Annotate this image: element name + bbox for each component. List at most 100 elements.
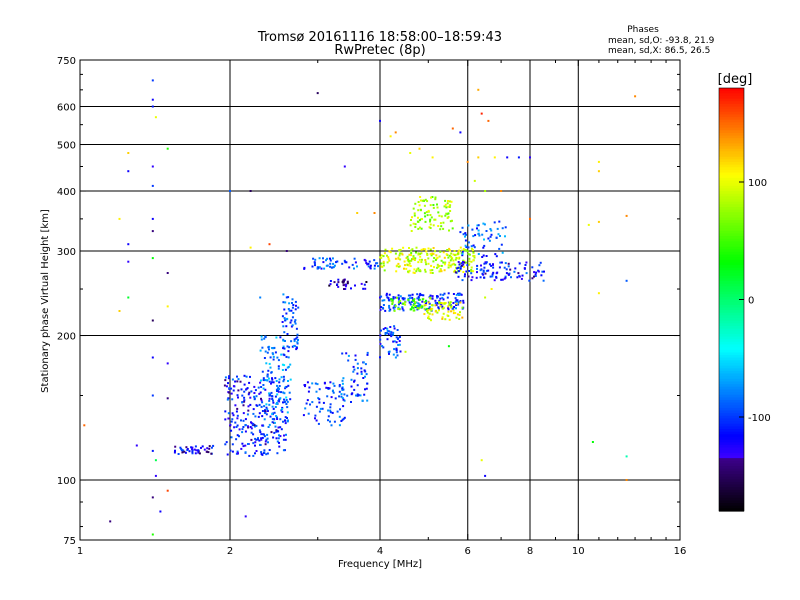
data-point: [499, 261, 502, 264]
y-axis-label: Stationary phase Virtual Height [km]: [40, 209, 51, 393]
data-point: [350, 393, 353, 396]
data-point: [260, 399, 263, 402]
data-point: [263, 449, 266, 452]
data-point: [513, 270, 516, 273]
data-point: [369, 264, 372, 267]
data-point: [236, 380, 239, 383]
data-point: [459, 267, 462, 270]
data-point: [341, 280, 344, 283]
data-point: [200, 446, 202, 449]
data-point: [236, 414, 239, 417]
data-point: [425, 299, 427, 302]
data-point: [521, 274, 524, 277]
data-point: [438, 214, 441, 217]
data-point: [247, 409, 250, 412]
data-point: [442, 261, 445, 264]
data-point: [261, 436, 264, 439]
data-point: [464, 239, 467, 242]
data-point: [338, 395, 341, 398]
data-point: [236, 407, 239, 410]
data-point: [341, 352, 344, 355]
data-point: [430, 304, 433, 307]
data-point: [285, 385, 288, 388]
data-point: [83, 424, 86, 427]
data-point: [380, 306, 383, 309]
data-point: [459, 246, 462, 249]
data-point: [450, 310, 453, 313]
data-point: [264, 412, 267, 414]
data-point: [285, 399, 288, 401]
data-point: [256, 438, 259, 441]
data-point: [447, 266, 450, 269]
data-point: [433, 266, 435, 269]
data-point: [533, 275, 535, 278]
data-point: [333, 281, 336, 284]
data-point: [260, 335, 263, 338]
data-point: [330, 396, 333, 399]
data-point: [412, 222, 415, 225]
data-point: [366, 351, 369, 354]
data-point: [279, 426, 282, 429]
data-point: [451, 263, 454, 266]
data-point: [284, 416, 287, 419]
data-point: [283, 392, 286, 395]
data-point: [267, 346, 270, 349]
data-point: [268, 243, 271, 246]
data-point: [441, 305, 444, 308]
data-point: [459, 231, 462, 234]
data-point: [477, 229, 480, 232]
data-point: [266, 379, 269, 382]
data-point: [449, 259, 452, 262]
data-point: [293, 320, 296, 323]
data-point: [448, 318, 451, 321]
data-point: [433, 257, 436, 259]
data-point: [443, 205, 446, 208]
data-point: [253, 392, 256, 394]
data-point: [444, 199, 447, 202]
data-point: [373, 259, 376, 262]
data-point: [260, 379, 262, 382]
data-point: [229, 190, 231, 192]
data-point: [432, 247, 435, 249]
data-point: [391, 299, 394, 302]
data-point: [431, 252, 434, 255]
data-point: [343, 399, 346, 402]
data-point: [283, 308, 286, 311]
data-point: [496, 227, 499, 230]
data-point: [397, 344, 400, 346]
data-point: [384, 248, 387, 251]
data-point: [295, 347, 298, 349]
data-point: [251, 424, 254, 427]
data-point: [266, 433, 269, 436]
data-point: [229, 449, 232, 452]
data-point: [267, 441, 269, 444]
data-point: [255, 450, 258, 452]
data-point: [489, 275, 492, 278]
data-point: [386, 327, 389, 330]
data-point: [284, 319, 287, 322]
data-point: [303, 266, 306, 269]
data-point: [490, 288, 493, 290]
data-point: [435, 254, 438, 257]
data-point: [501, 251, 504, 254]
data-point: [447, 264, 450, 267]
data-point: [304, 385, 306, 388]
data-point: [394, 131, 397, 134]
data-point: [489, 235, 492, 238]
data-point: [291, 306, 294, 309]
data-point: [434, 218, 437, 221]
data-point: [507, 273, 510, 276]
data-point: [296, 341, 299, 344]
data-point: [490, 264, 493, 267]
data-point: [265, 438, 268, 441]
data-point: [289, 378, 292, 381]
data-point: [316, 267, 319, 270]
data-point: [265, 406, 268, 409]
data-point: [483, 238, 485, 241]
data-point: [450, 252, 453, 255]
data-point: [343, 259, 346, 262]
data-point: [269, 366, 272, 369]
data-point: [290, 325, 293, 328]
data-point: [354, 261, 357, 264]
data-point: [465, 233, 467, 236]
